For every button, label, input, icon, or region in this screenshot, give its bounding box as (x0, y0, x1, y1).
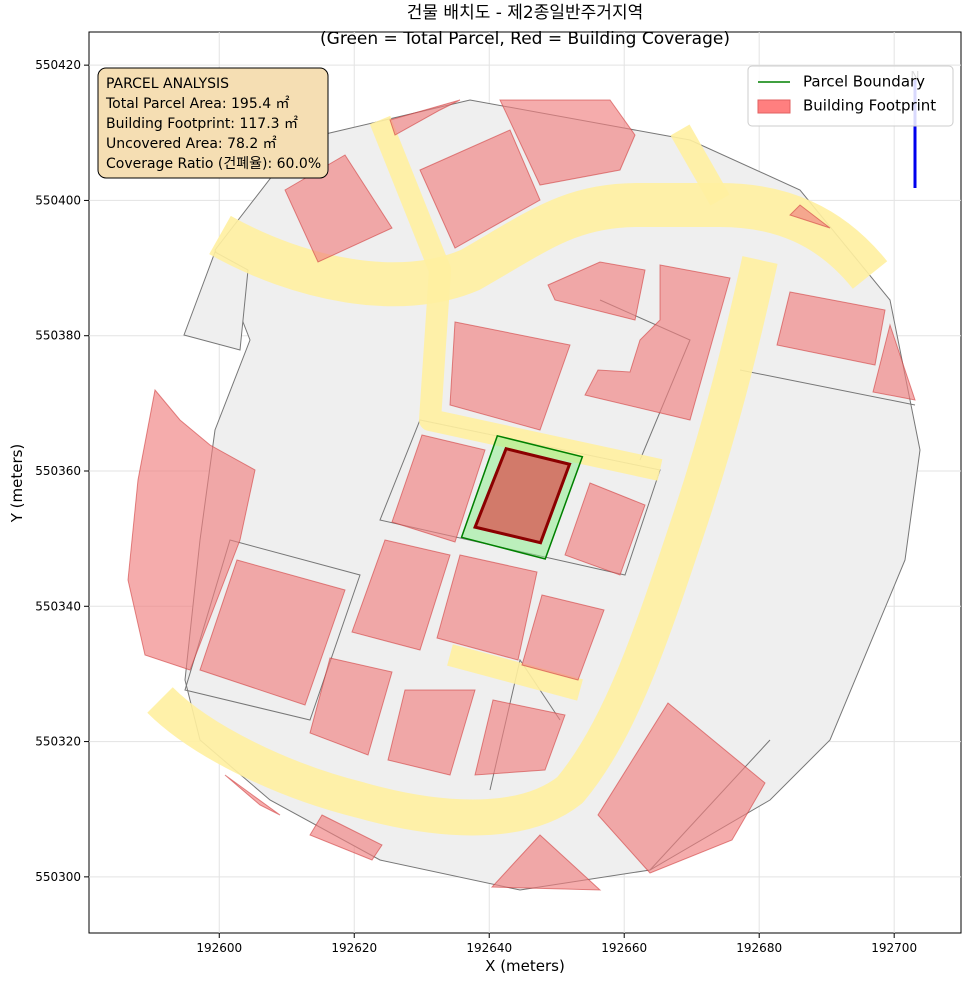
x-axis-label: X (meters) (485, 957, 565, 975)
road (447, 644, 583, 701)
legend-label: Parcel Boundary (803, 73, 925, 91)
building (474, 699, 566, 776)
building-footprint (473, 446, 572, 545)
building (564, 482, 646, 576)
annotation-line: Total Parcel Area: 195.4 ㎡ (105, 96, 290, 112)
x-tick-label: 192620 (331, 941, 377, 955)
y-tick-label: 550320 (35, 735, 81, 749)
annotation-line: Coverage Ratio (건폐율): 60.0% (106, 156, 321, 172)
building (490, 834, 602, 891)
y-tick-label: 550380 (35, 329, 81, 343)
marks (460, 434, 584, 560)
annotation: PARCEL ANALYSIS Total Parcel Area: 195.4 … (105, 76, 321, 172)
y-tick-label: 550400 (35, 193, 81, 207)
building (391, 434, 486, 543)
building (309, 657, 393, 756)
chart-subtitle: (Green = Total Parcel, Red = Building Co… (320, 29, 730, 49)
building (872, 323, 916, 401)
y-tick-label: 550340 (35, 599, 81, 613)
block-line (739, 369, 916, 406)
building (521, 594, 605, 681)
annotation-line: Building Footprint: 117.3 ㎡ (106, 116, 298, 132)
annotation-line: Uncovered Area: 78.2 ㎡ (106, 136, 277, 152)
road (147, 256, 778, 836)
x-tick-label: 192600 (196, 941, 242, 955)
y-tick-label: 550300 (35, 870, 81, 884)
legend-label: Building Footprint (803, 97, 936, 115)
y-tick-label: 550360 (35, 464, 81, 478)
building (597, 702, 766, 874)
x-tick-label: 192660 (601, 941, 647, 955)
building (351, 539, 451, 651)
building (224, 774, 281, 816)
legend-swatch (757, 99, 791, 114)
x-tick-label: 192640 (466, 941, 512, 955)
chart-title: 건물 배치도 - 제2종일반주거지역 (407, 3, 643, 23)
building (789, 204, 831, 229)
legend-box (747, 65, 954, 127)
road (670, 124, 730, 206)
y-tick-label: 550420 (35, 58, 81, 72)
building (436, 554, 538, 661)
building (389, 99, 461, 136)
building (499, 99, 636, 186)
x-tick-label: 192680 (736, 941, 782, 955)
building (309, 814, 383, 861)
building (199, 559, 346, 706)
building (387, 689, 476, 776)
building (419, 129, 541, 249)
building (776, 291, 886, 366)
legend: Parcel Boundary Building Footprint (757, 73, 936, 115)
building (584, 264, 731, 421)
building (449, 321, 571, 431)
building (127, 388, 256, 671)
x-tick-label: 192700 (871, 941, 917, 955)
road (369, 115, 663, 481)
y-axis-label: Y (meters) (8, 444, 26, 524)
building (547, 261, 646, 321)
road (209, 183, 888, 307)
annotation-box (97, 67, 329, 179)
annotation-line: PARCEL ANALYSIS (106, 76, 229, 92)
